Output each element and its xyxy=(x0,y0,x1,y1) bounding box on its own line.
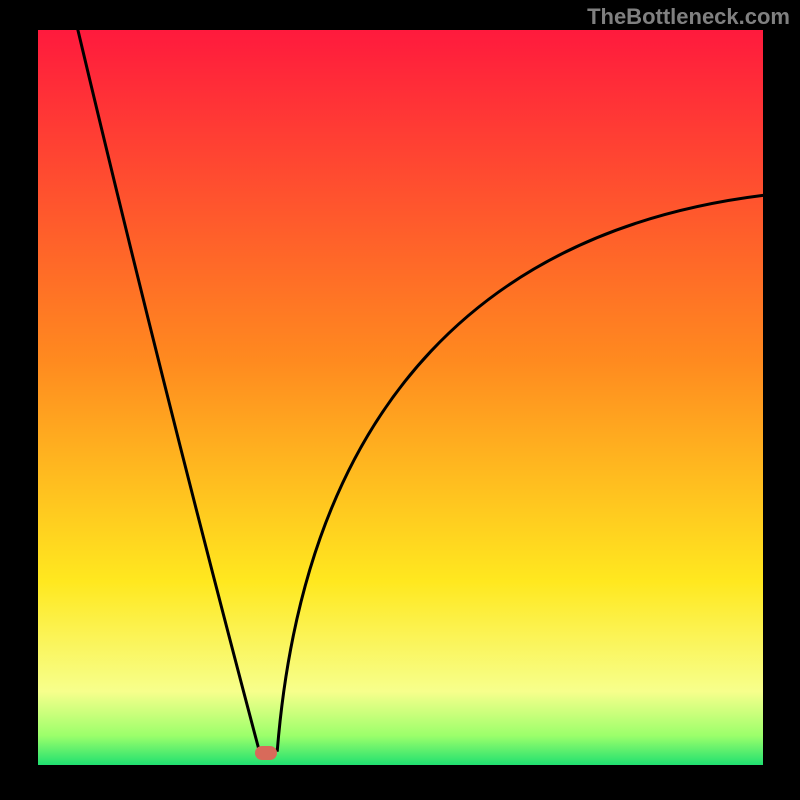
minimum-marker xyxy=(255,746,277,760)
plot-gradient-area xyxy=(38,30,763,765)
watermark-text: TheBottleneck.com xyxy=(587,4,790,30)
bottleneck-curve xyxy=(78,30,763,750)
curve-overlay xyxy=(38,30,763,765)
